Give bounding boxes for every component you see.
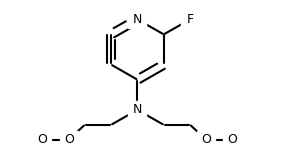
Text: N: N (133, 13, 142, 26)
Text: O: O (227, 133, 237, 146)
Text: F: F (187, 13, 194, 26)
Text: O: O (64, 133, 74, 146)
Text: O: O (37, 133, 47, 146)
Text: N: N (133, 103, 142, 116)
Text: O: O (201, 133, 211, 146)
